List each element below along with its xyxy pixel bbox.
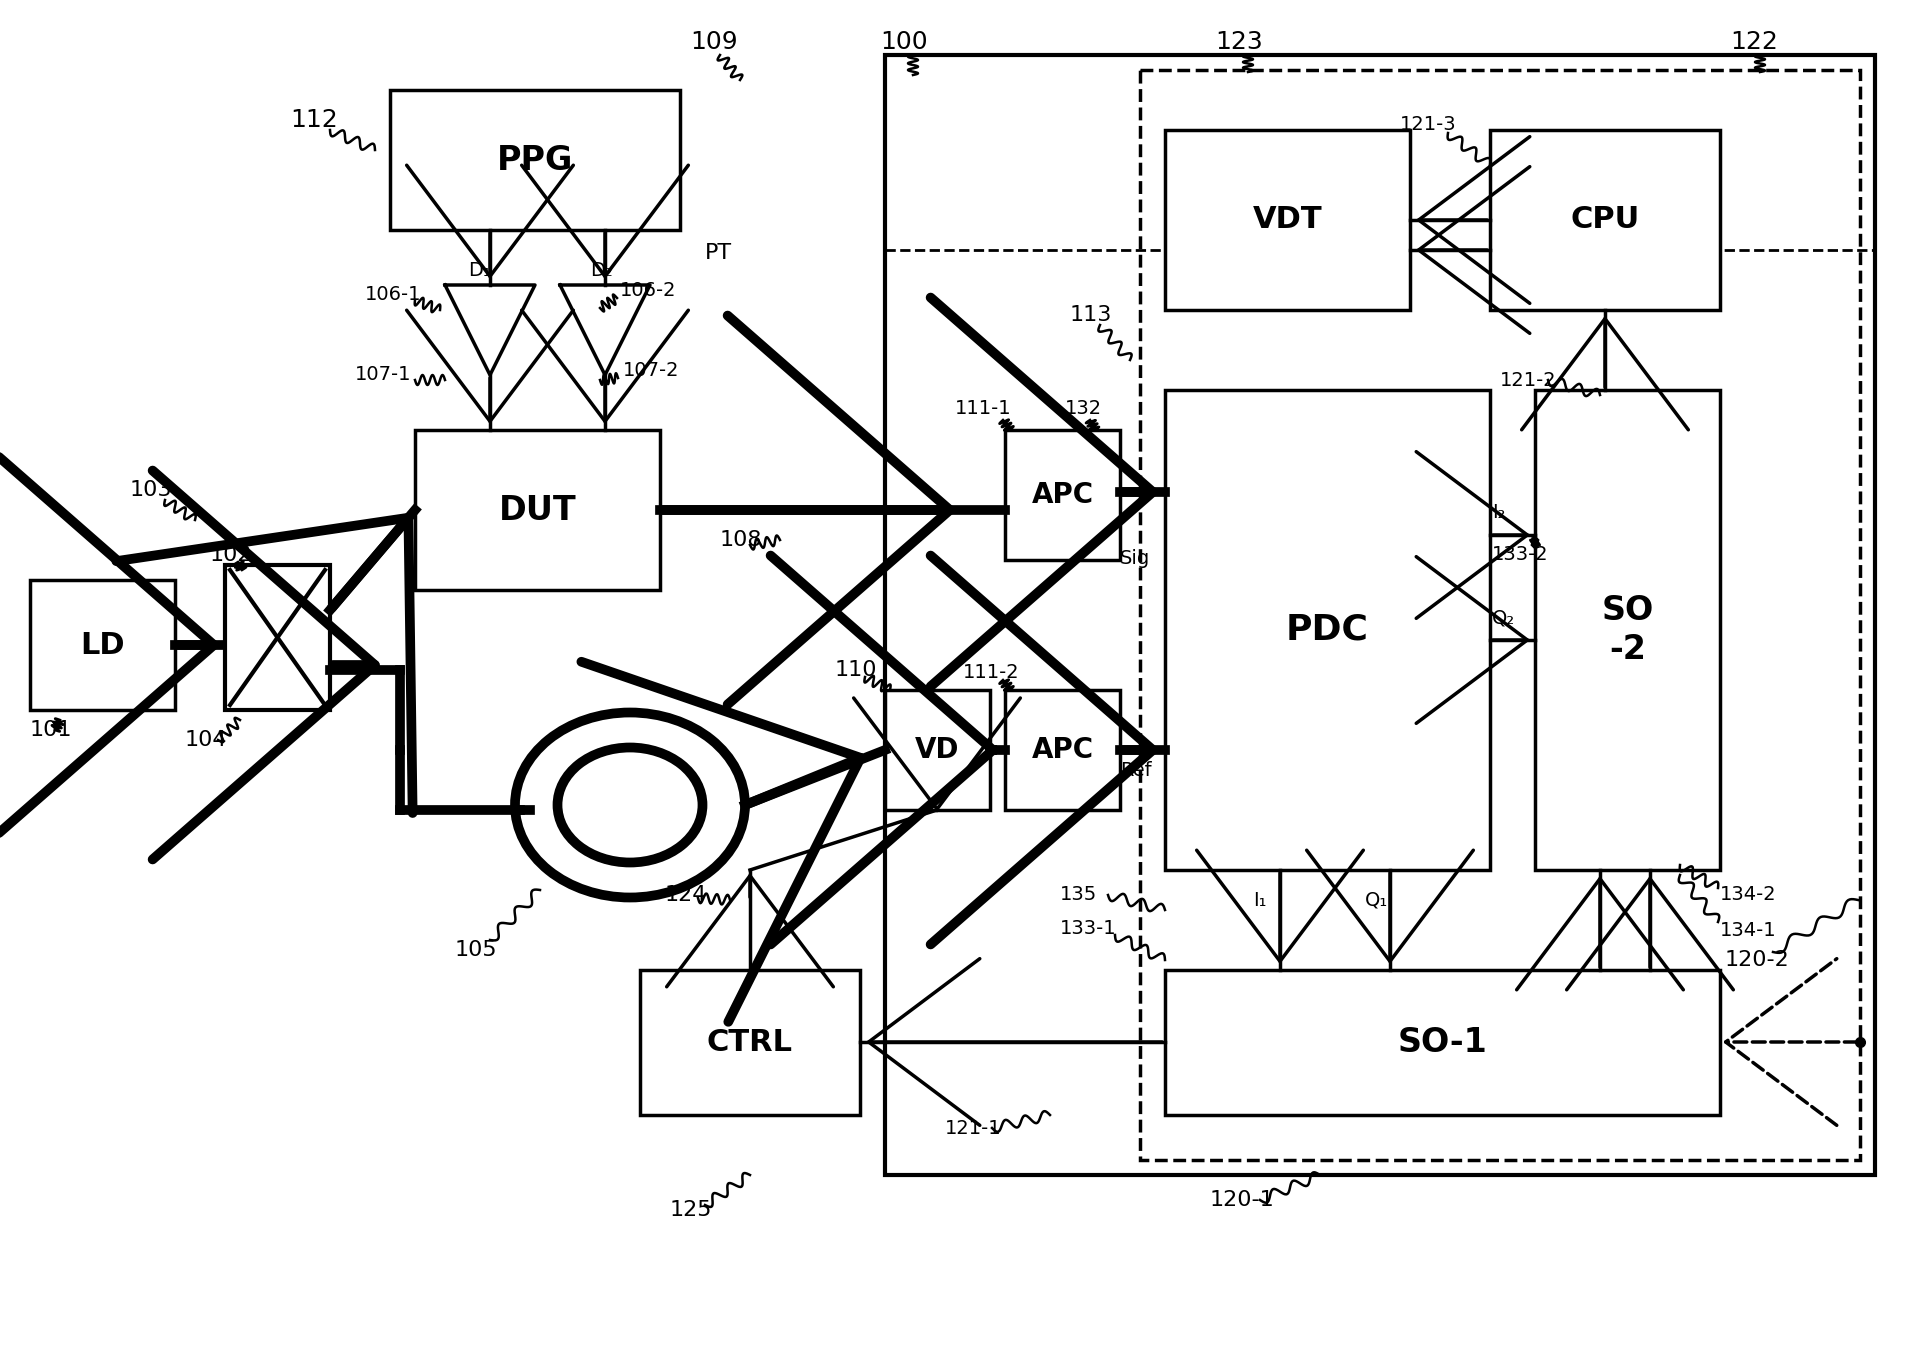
Bar <box>1490 130 1721 309</box>
Text: 134-1: 134-1 <box>1721 920 1777 940</box>
Bar <box>1165 970 1721 1115</box>
Text: 100: 100 <box>880 30 928 54</box>
Bar <box>1534 390 1721 870</box>
Text: 132: 132 <box>1065 398 1103 417</box>
Text: 124: 124 <box>664 885 706 905</box>
Text: 123: 123 <box>1215 30 1263 54</box>
Text: VD: VD <box>914 736 961 764</box>
Text: D₂: D₂ <box>589 261 612 280</box>
Text: 106-2: 106-2 <box>620 281 676 300</box>
Bar <box>639 970 860 1115</box>
Bar <box>1005 430 1120 560</box>
Text: 120-1: 120-1 <box>1211 1190 1274 1210</box>
Text: DUT: DUT <box>499 494 576 526</box>
Text: CPU: CPU <box>1571 206 1640 234</box>
Text: 122: 122 <box>1731 30 1779 54</box>
Text: 113: 113 <box>1070 305 1113 325</box>
Text: 120-2: 120-2 <box>1725 950 1790 970</box>
Text: 111-2: 111-2 <box>962 663 1020 682</box>
Text: 121-1: 121-1 <box>945 1119 1001 1138</box>
Text: Ref: Ref <box>1120 760 1151 780</box>
Text: I₁: I₁ <box>1253 890 1267 909</box>
Text: PDC: PDC <box>1286 613 1369 647</box>
Text: PT: PT <box>705 243 732 264</box>
Text: Sig: Sig <box>1120 549 1151 568</box>
Text: APC: APC <box>1032 736 1093 764</box>
Text: 112: 112 <box>291 108 337 132</box>
Bar <box>1140 70 1860 1159</box>
Text: I₂: I₂ <box>1492 503 1505 522</box>
Text: Q₂: Q₂ <box>1492 608 1515 628</box>
Text: 133-1: 133-1 <box>1061 919 1116 937</box>
Bar <box>391 90 680 230</box>
Text: D₁: D₁ <box>468 261 491 280</box>
Bar <box>886 690 989 810</box>
Text: PPG: PPG <box>497 144 574 176</box>
Bar <box>886 55 1875 1176</box>
Text: LD: LD <box>81 631 125 659</box>
Text: 125: 125 <box>670 1200 712 1220</box>
Text: 133-2: 133-2 <box>1492 546 1548 565</box>
Bar <box>225 565 329 710</box>
Text: CTRL: CTRL <box>706 1028 793 1057</box>
Text: 106-1: 106-1 <box>366 285 422 304</box>
Text: 121-2: 121-2 <box>1500 370 1557 390</box>
Text: 135: 135 <box>1061 885 1097 904</box>
Text: SO-1: SO-1 <box>1398 1026 1488 1059</box>
Text: 101: 101 <box>31 720 73 740</box>
Text: 103: 103 <box>131 480 173 500</box>
Text: 107-1: 107-1 <box>354 366 412 385</box>
Bar <box>1165 390 1490 870</box>
Text: 110: 110 <box>835 660 878 681</box>
Text: 102: 102 <box>210 545 252 565</box>
Text: 111-1: 111-1 <box>955 398 1013 417</box>
Text: APC: APC <box>1032 482 1093 508</box>
Text: 109: 109 <box>689 30 737 54</box>
Text: 134-2: 134-2 <box>1721 885 1777 904</box>
Text: 105: 105 <box>454 940 499 960</box>
Text: VDT: VDT <box>1253 206 1322 234</box>
Text: 108: 108 <box>720 530 762 550</box>
Text: 104: 104 <box>185 730 227 751</box>
Bar <box>31 580 175 710</box>
Text: 121-3: 121-3 <box>1399 116 1457 134</box>
Bar <box>416 430 660 590</box>
Text: Q₁: Q₁ <box>1365 890 1388 909</box>
Bar <box>1005 690 1120 810</box>
Text: SO
-2: SO -2 <box>1602 594 1654 666</box>
Bar <box>1165 130 1409 309</box>
Text: 107-2: 107-2 <box>624 360 680 379</box>
